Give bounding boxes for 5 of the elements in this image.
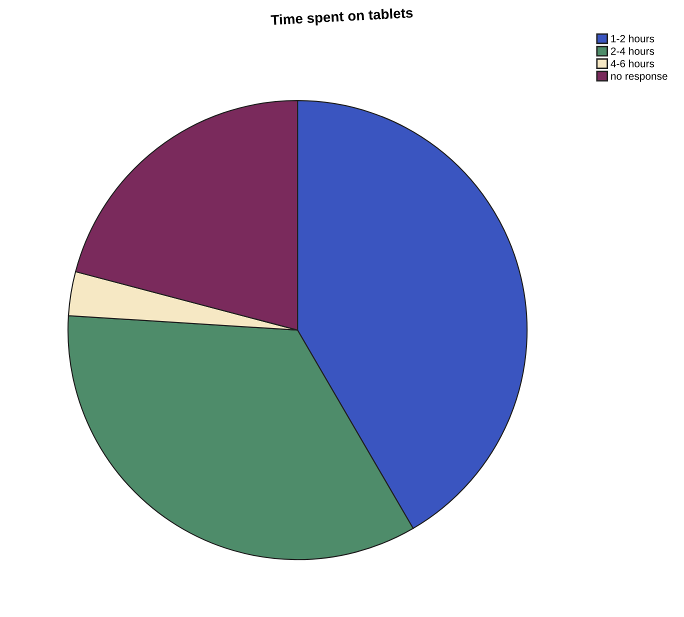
legend-label: no response <box>611 74 668 82</box>
chart-title: Time spent on tablets <box>270 7 413 28</box>
legend-label: 2-4 hours <box>610 47 654 55</box>
legend-label: 4-6 hours <box>610 60 654 68</box>
legend-label: 1-2 hours <box>611 34 654 42</box>
